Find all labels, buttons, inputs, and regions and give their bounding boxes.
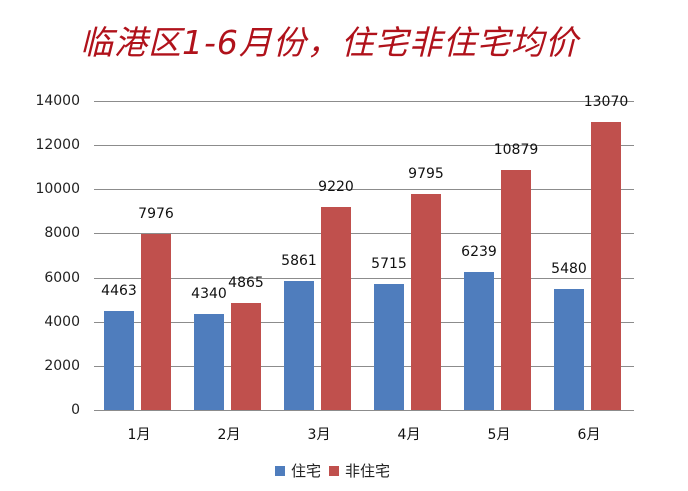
bar-non-residential xyxy=(501,170,531,410)
x-tick-label: 5月 xyxy=(487,427,511,443)
data-label: 4865 xyxy=(228,275,264,291)
data-label: 9795 xyxy=(408,166,444,182)
y-tick-label: 0 xyxy=(71,402,80,418)
bar-non-residential xyxy=(231,303,261,410)
gridline xyxy=(94,189,634,190)
y-tick-label: 4000 xyxy=(44,314,80,330)
data-label: 10879 xyxy=(493,142,539,158)
bar-residential xyxy=(464,272,494,410)
bar-residential xyxy=(284,281,314,410)
bar-residential xyxy=(104,311,134,410)
y-tick-label: 14000 xyxy=(35,93,80,109)
y-tick-label: 10000 xyxy=(35,181,80,197)
legend-label: 非住宅 xyxy=(345,462,391,480)
y-tick-label: 12000 xyxy=(35,137,80,153)
legend-item: 非住宅 xyxy=(329,460,390,481)
gridline xyxy=(94,410,634,411)
bar-residential xyxy=(554,289,584,410)
bar-non-residential xyxy=(591,122,621,410)
legend-label: 住宅 xyxy=(291,462,322,480)
data-label: 4463 xyxy=(101,283,137,299)
legend-swatch-icon xyxy=(329,465,340,476)
data-label: 5861 xyxy=(281,253,317,269)
y-tick-label: 2000 xyxy=(44,358,80,374)
x-tick-label: 4月 xyxy=(397,427,421,443)
bar-non-residential xyxy=(141,234,171,410)
y-tick-label: 8000 xyxy=(44,225,80,241)
bar-residential xyxy=(194,314,224,410)
gridline xyxy=(94,233,634,234)
y-tick-label: 6000 xyxy=(44,270,80,286)
x-tick-label: 3月 xyxy=(307,427,331,443)
bar-non-residential xyxy=(321,207,351,410)
gridline xyxy=(94,278,634,279)
data-label: 5715 xyxy=(371,256,407,272)
bar-residential xyxy=(374,284,404,410)
gridline xyxy=(94,322,634,323)
data-label: 5480 xyxy=(551,261,587,277)
x-tick-label: 1月 xyxy=(127,427,151,443)
chart-title: 临港区1-6月份，住宅非住宅均价 xyxy=(80,23,579,62)
gridline xyxy=(94,366,634,367)
chart-legend: 住宅 非住宅 xyxy=(275,460,398,481)
x-tick-label: 2月 xyxy=(217,427,241,443)
gridline xyxy=(94,145,634,146)
data-label: 13070 xyxy=(583,94,629,110)
gridline xyxy=(94,101,634,102)
data-label: 6239 xyxy=(461,244,497,260)
data-label: 9220 xyxy=(318,179,354,195)
data-label: 4340 xyxy=(191,286,227,302)
legend-swatch-icon xyxy=(275,465,285,476)
x-tick-label: 6月 xyxy=(577,427,601,443)
legend-item: 住宅 xyxy=(275,460,321,481)
bar-non-residential xyxy=(411,194,441,410)
data-label: 7976 xyxy=(138,206,174,222)
